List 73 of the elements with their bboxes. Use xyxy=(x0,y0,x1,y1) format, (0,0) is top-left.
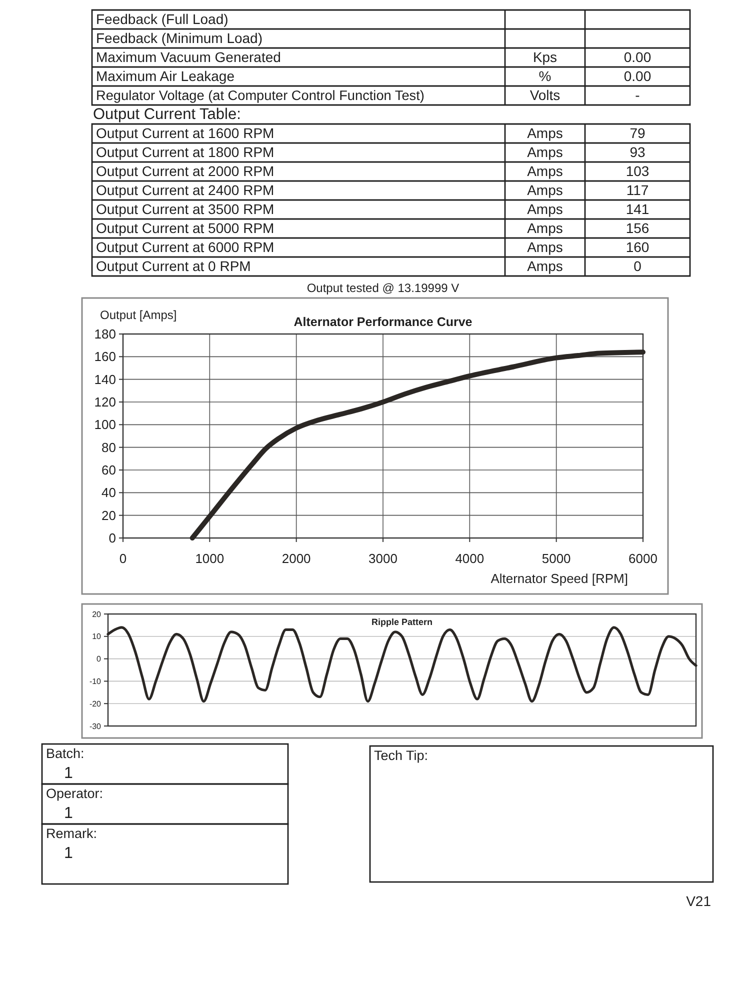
category-label: Maximum Vacuum Generated xyxy=(96,49,281,65)
x-tick-label: 2000 xyxy=(282,551,311,566)
text: 0.00 xyxy=(624,49,652,65)
text: 1 xyxy=(64,805,73,822)
x-tick-label: 3000 xyxy=(368,551,398,566)
text: 141 xyxy=(626,201,650,217)
y-tick-label: -30 xyxy=(89,722,102,731)
text: 160 xyxy=(626,239,650,255)
category-label: Output Current at 5000 RPM xyxy=(96,220,274,236)
text: 0 xyxy=(634,258,642,274)
category-label: Feedback (Minimum Load) xyxy=(96,30,263,46)
category-label: Output Current at 1600 RPM xyxy=(96,125,274,141)
y-tick-label: 0 xyxy=(96,654,102,664)
text: - xyxy=(635,87,640,103)
text: 1 xyxy=(64,765,73,782)
text: Amps xyxy=(527,239,563,255)
category-label: Operator: xyxy=(46,786,104,801)
category-label: Batch: xyxy=(46,746,84,761)
category-label: Remark: xyxy=(46,826,98,841)
y-tick-label: 0 xyxy=(108,530,116,546)
text: Amps xyxy=(527,201,563,217)
text: Tech Tip: xyxy=(374,748,428,763)
x-axis-title: Alternator Speed [RPM] xyxy=(490,571,628,586)
x-tick-label: 6000 xyxy=(628,551,658,566)
text: 93 xyxy=(630,144,646,160)
x-tick-label: 4000 xyxy=(455,551,484,566)
text: Amps xyxy=(527,144,563,160)
y-tick-label: 120 xyxy=(94,394,116,410)
text: 117 xyxy=(626,182,649,198)
text: Amps xyxy=(527,125,563,141)
y-tick-label: -20 xyxy=(89,699,102,708)
text: % xyxy=(538,68,552,84)
category-label: Output Current at 0 RPM xyxy=(96,258,251,274)
text: Volts xyxy=(530,87,560,103)
text: 79 xyxy=(630,125,646,141)
y-tick-label: 160 xyxy=(94,349,116,364)
x-tick-label: 0 xyxy=(119,551,127,566)
category-label: Feedback (Full Load) xyxy=(96,11,228,27)
category-label: Regulator Voltage (at Computer Control Function Test) xyxy=(96,88,424,103)
text: 0.00 xyxy=(624,68,652,84)
text: Amps xyxy=(527,258,563,274)
text: 156 xyxy=(626,220,650,236)
category-label: Output Current Table: xyxy=(93,106,241,123)
category-label: Output Current at 1800 RPM xyxy=(96,144,274,160)
y-tick-label: 180 xyxy=(94,326,116,342)
y-axis-title: Output [Amps] xyxy=(100,308,177,322)
y-tick-label: 140 xyxy=(94,372,116,387)
category-label: Output Current at 3500 RPM xyxy=(96,201,274,217)
text: V21 xyxy=(686,893,712,909)
y-tick-label: 20 xyxy=(102,508,116,523)
text: Amps xyxy=(527,163,563,179)
y-tick-label: 100 xyxy=(94,417,116,432)
x-tick-label: 5000 xyxy=(542,551,571,566)
category-label: Output Current at 6000 RPM xyxy=(96,239,274,255)
category-label: Maximum Air Leakage xyxy=(96,68,235,84)
y-tick-label: 40 xyxy=(102,485,116,500)
category-label: Output Current at 2000 RPM xyxy=(96,163,274,179)
text: Output tested @ 13.19999 V xyxy=(306,281,460,295)
category-label: Output Current at 2400 RPM xyxy=(96,182,274,198)
y-tick-label: -10 xyxy=(89,677,102,686)
chart-title: Ripple Pattern xyxy=(371,617,433,627)
chart-title: Alternator Performance Curve xyxy=(294,315,472,329)
text: 103 xyxy=(626,163,650,179)
line-series xyxy=(106,626,698,703)
y-tick-label: 80 xyxy=(102,440,116,455)
x-tick-label: 1000 xyxy=(195,551,224,566)
text: Amps xyxy=(527,220,563,236)
text: Kps xyxy=(532,49,558,65)
text: Amps xyxy=(527,182,563,198)
y-tick-label: 10 xyxy=(92,632,102,642)
y-tick-label: 20 xyxy=(92,610,102,619)
y-tick-label: 60 xyxy=(102,462,116,478)
text: 1 xyxy=(64,845,73,862)
